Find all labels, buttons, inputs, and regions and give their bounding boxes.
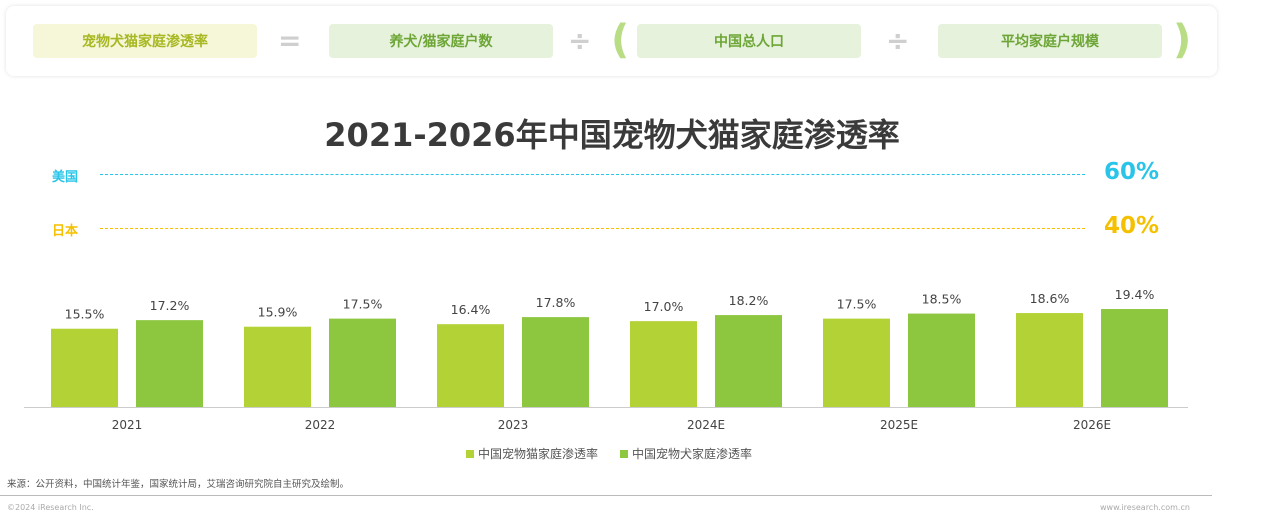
bar-dog-2022: [329, 318, 396, 407]
data-label-dog-2025E: 18.5%: [922, 292, 962, 307]
formula-numerator-box: 养犬/猫家庭户数: [329, 24, 553, 58]
bar-dog-2024E: [715, 315, 782, 407]
divide-icon-2: ÷: [886, 24, 910, 57]
ref-line-japan: [100, 228, 1085, 229]
bar-dog-2021: [136, 320, 203, 407]
copyright: ©2024 iResearch Inc.: [7, 503, 94, 512]
footer-divider: [0, 495, 1212, 496]
bar-cat-2026E: [1016, 313, 1083, 407]
bar-cat-2021: [51, 328, 118, 407]
bar-cat-2023: [437, 324, 504, 407]
bar-cat-2024E: [630, 321, 697, 407]
x-tick-2021: 2021: [112, 418, 143, 432]
x-tick-2023: 2023: [498, 418, 529, 432]
legend-swatch-cat: [466, 449, 474, 458]
formula-bar: 宠物犬猫家庭渗透率 = 养犬/猫家庭户数 ÷ ( 中国总人口 ÷ 平均家庭户规模…: [6, 6, 1217, 76]
data-label-cat-2021: 15.5%: [65, 307, 105, 322]
ref-value-usa: 60%: [1104, 159, 1160, 185]
legend-label-dog: 中国宠物犬家庭渗透率: [632, 447, 753, 461]
x-tick-2024E: 2024E: [687, 418, 725, 432]
legend-item-cat: 中国宠物猫家庭渗透率: [466, 445, 598, 462]
divide-icon: ÷: [568, 24, 592, 57]
formula-population-box: 中国总人口: [637, 24, 861, 58]
data-label-dog-2022: 17.5%: [343, 297, 383, 312]
equals-icon: =: [278, 24, 302, 57]
legend: 中国宠物猫家庭渗透率 中国宠物犬家庭渗透率: [466, 445, 752, 462]
data-label-dog-2024E: 18.2%: [729, 293, 769, 308]
data-label-dog-2023: 17.8%: [536, 295, 576, 310]
bar-dog-2026E: [1101, 309, 1168, 407]
source-note: 来源：公开资料，中国统计年鉴，国家统计局，艾瑞咨询研究院自主研究及绘制。: [7, 479, 350, 490]
data-label-cat-2024E: 17.0%: [644, 299, 684, 314]
open-paren-icon: (: [611, 17, 630, 63]
data-label-cat-2023: 16.4%: [451, 302, 491, 317]
chart-title: 2021-2026年中国宠物犬猫家庭渗透率: [324, 116, 900, 154]
legend-item-dog: 中国宠物犬家庭渗透率: [620, 445, 752, 462]
formula-household-box: 平均家庭户规模: [938, 24, 1162, 58]
bar-dog-2025E: [908, 313, 975, 407]
website: www.iresearch.com.cn: [1100, 503, 1190, 512]
ref-label-japan: 日本: [52, 224, 79, 239]
ref-label-usa: 美国: [52, 170, 79, 185]
x-tick-2026E: 2026E: [1073, 418, 1111, 432]
data-label-cat-2025E: 17.5%: [837, 297, 877, 312]
data-label-cat-2022: 15.9%: [258, 305, 298, 320]
close-paren-icon: ): [1173, 17, 1192, 63]
data-label-cat-2026E: 18.6%: [1030, 291, 1070, 306]
data-label-dog-2026E: 19.4%: [1115, 287, 1155, 302]
x-tick-2025E: 2025E: [880, 418, 918, 432]
bar-cat-2025E: [823, 318, 890, 407]
ref-value-japan: 40%: [1104, 213, 1160, 239]
x-tick-2022: 2022: [305, 418, 336, 432]
data-label-dog-2021: 17.2%: [150, 298, 190, 313]
ref-line-usa: [100, 174, 1085, 175]
bar-cat-2022: [244, 326, 311, 407]
bar-dog-2023: [522, 317, 589, 407]
formula-result-box: 宠物犬猫家庭渗透率: [33, 24, 257, 58]
legend-swatch-dog: [620, 449, 629, 458]
legend-label-cat: 中国宠物猫家庭渗透率: [478, 447, 599, 461]
